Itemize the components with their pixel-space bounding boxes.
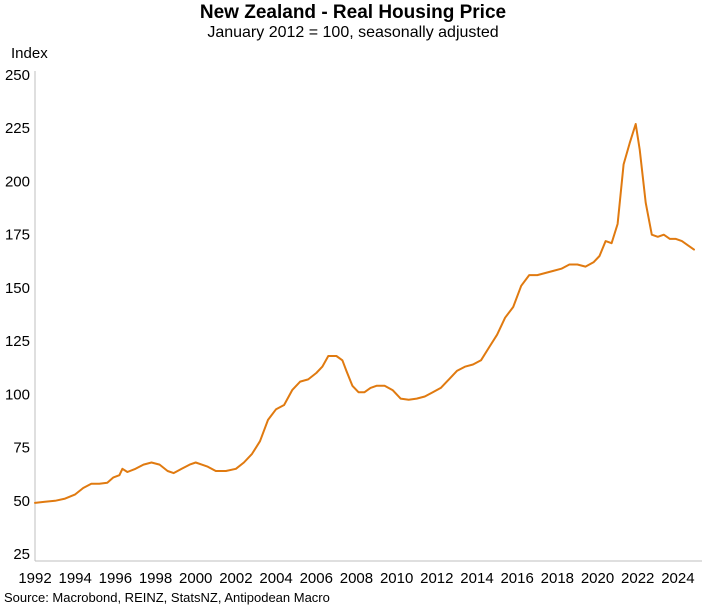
y-tick-label: 150 (5, 280, 30, 297)
x-tick-label: 2002 (219, 570, 252, 587)
x-tick-label: 2006 (300, 570, 333, 587)
x-tick-label: 2020 (581, 570, 614, 587)
x-tick-label: 2024 (661, 570, 694, 587)
series-line-housing-price (34, 123, 695, 504)
source-note: Source: Macrobond, REINZ, StatsNZ, Antip… (4, 590, 330, 605)
y-tick-label: 125 (5, 333, 30, 350)
x-tick-label: 2012 (420, 570, 453, 587)
y-tick-label: 75 (13, 440, 30, 457)
y-tick-label: 250 (5, 67, 30, 84)
x-tick-label: 1998 (139, 570, 172, 587)
y-tick-label: 175 (5, 227, 30, 244)
y-tick-label: 200 (5, 173, 30, 190)
series-group (34, 123, 695, 504)
y-tick-label: 225 (5, 120, 30, 137)
y-tick-label: 25 (13, 546, 30, 563)
y-tick-labels: 25 50 75 100 125 150 175 200 225 250 (5, 67, 30, 563)
y-axis-label: Index (11, 45, 48, 62)
x-tick-label: 2022 (621, 570, 654, 587)
x-tick-label: 1996 (99, 570, 132, 587)
y-tick-label: 100 (5, 386, 30, 403)
x-tick-label: 2000 (179, 570, 212, 587)
x-tick-labels: 1992 1994 1996 1998 2000 2002 2004 2006 2008 2010… (18, 570, 694, 587)
y-tick-label: 50 (13, 493, 30, 510)
x-tick-label: 2016 (500, 570, 533, 587)
x-tick-label: 2004 (259, 570, 292, 587)
x-tick-label: 2010 (380, 570, 413, 587)
x-tick-label: 1992 (18, 570, 51, 587)
axes (34, 71, 702, 562)
x-tick-label: 2008 (340, 570, 373, 587)
x-tick-label: 2018 (541, 570, 574, 587)
chart-subtitle: January 2012 = 100, seasonally adjusted (207, 24, 499, 41)
x-tick-label: 1994 (58, 570, 91, 587)
x-tick-label: 2014 (460, 570, 493, 587)
chart-title: New Zealand - Real Housing Price (199, 2, 507, 23)
